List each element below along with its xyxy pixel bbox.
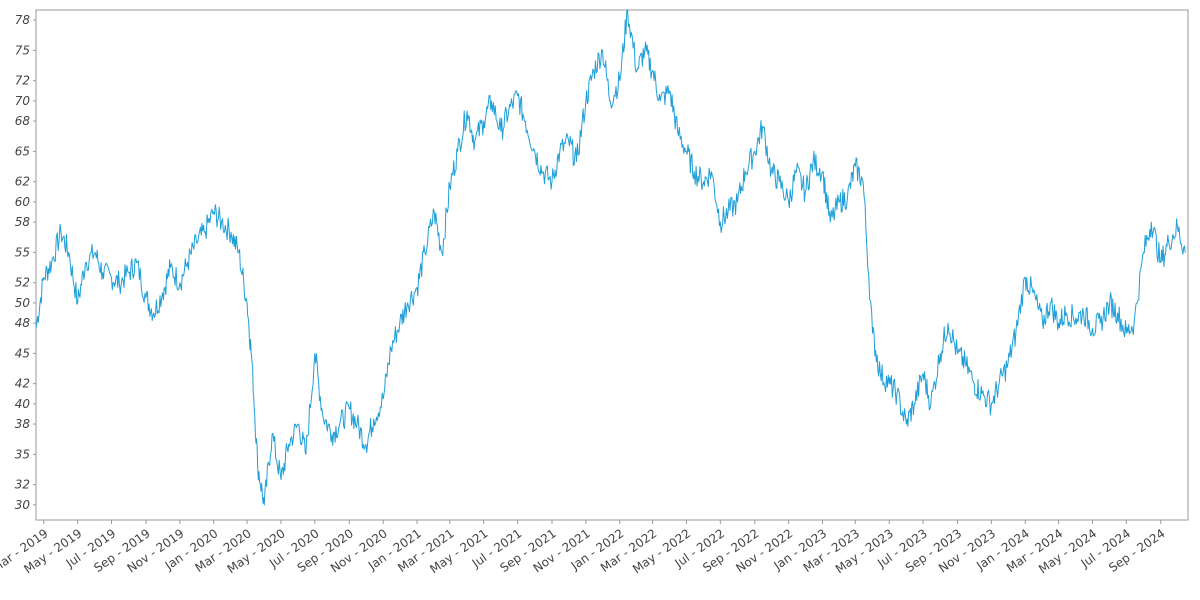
y-tick-label: 55	[15, 245, 30, 259]
y-tick-label: 50	[15, 296, 31, 310]
y-tick-label: 35	[15, 447, 30, 461]
price-series-line	[35, 9, 1186, 506]
y-tick-label: 45	[15, 346, 30, 360]
y-tick-label: 52	[15, 276, 30, 290]
y-tick-label: 65	[15, 144, 30, 158]
y-axis: 30 32 35 38 40 42 45 48 50 52 55 58 60 62 65 68 70 72 75 78	[15, 13, 36, 512]
y-tick-label: 38	[15, 417, 31, 431]
y-tick-label: 42	[15, 377, 30, 391]
y-tick-label: 68	[15, 114, 31, 128]
y-tick-label: 75	[15, 43, 30, 57]
y-tick-label: 78	[15, 13, 31, 27]
y-tick-label: 48	[15, 316, 31, 330]
y-tick-label: 62	[15, 175, 30, 189]
y-tick-label: 60	[15, 195, 31, 209]
y-tick-label: 30	[15, 498, 31, 512]
y-tick-label: 70	[15, 94, 31, 108]
plot-area-frame	[35, 9, 1189, 521]
y-tick-label: 58	[15, 215, 31, 229]
y-tick-label: 40	[15, 397, 31, 411]
y-tick-label: 32	[15, 478, 30, 492]
y-tick-label: 72	[15, 74, 30, 88]
